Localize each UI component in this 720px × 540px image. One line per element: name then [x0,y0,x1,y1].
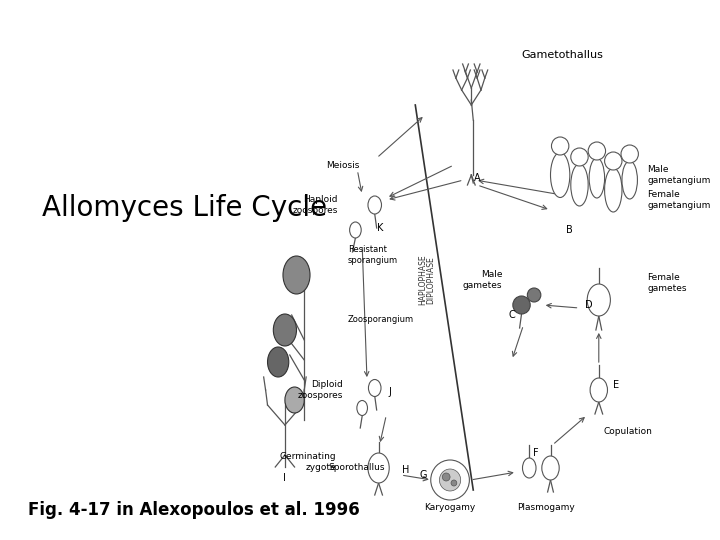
Text: Copulation: Copulation [603,428,652,436]
Ellipse shape [350,222,361,238]
Text: A: A [474,173,480,183]
Circle shape [431,460,469,500]
Text: Germinating
zygote: Germinating zygote [279,453,336,472]
Ellipse shape [622,161,637,199]
Ellipse shape [274,314,297,346]
Ellipse shape [368,453,390,483]
Text: Sporothallus: Sporothallus [328,463,385,472]
Text: Allomyces Life Cycle: Allomyces Life Cycle [42,194,327,222]
Circle shape [621,145,639,163]
Text: Gametothallus: Gametothallus [521,50,603,60]
Ellipse shape [357,401,367,415]
Text: H: H [402,465,410,475]
Text: I: I [284,473,287,483]
Text: C: C [508,310,516,320]
Text: HAPLOPHASE: HAPLOPHASE [418,255,427,305]
Text: Female
gametangium: Female gametangium [647,190,711,210]
Text: Diploid
zoospores: Diploid zoospores [297,380,343,400]
Text: K: K [377,223,384,233]
Text: Karyogamy: Karyogamy [424,503,476,512]
Circle shape [588,142,606,160]
Text: Plasmogamy: Plasmogamy [517,503,575,512]
Text: Resistant
sporangium: Resistant sporangium [348,245,398,265]
Ellipse shape [589,158,605,198]
Text: G: G [419,470,427,480]
Text: D: D [585,300,593,310]
Ellipse shape [605,168,622,212]
Ellipse shape [369,380,381,396]
Text: Meiosis: Meiosis [326,160,359,170]
Circle shape [513,296,530,314]
Ellipse shape [523,458,536,478]
Circle shape [442,473,450,481]
Ellipse shape [588,284,611,316]
Text: Female
gametes: Female gametes [647,273,687,293]
Ellipse shape [542,456,559,480]
Circle shape [552,137,569,155]
Circle shape [527,288,541,302]
Text: B: B [567,225,573,235]
Ellipse shape [283,256,310,294]
Ellipse shape [368,196,382,214]
Circle shape [571,148,588,166]
Text: DIPLOPHASE: DIPLOPHASE [426,256,435,304]
Text: E: E [613,380,619,390]
Text: J: J [389,387,392,397]
Text: F: F [534,448,539,458]
Text: Male
gametangium: Male gametangium [647,165,711,185]
Circle shape [439,469,461,491]
Ellipse shape [268,347,289,377]
Text: Zoosporangium: Zoosporangium [348,315,414,325]
Text: Haploid
zoospores: Haploid zoospores [292,195,338,215]
Text: Male
gametes: Male gametes [463,271,503,289]
Ellipse shape [571,164,588,206]
Ellipse shape [285,387,305,413]
Ellipse shape [590,378,608,402]
Text: Fig. 4-17 in Alexopoulos et al. 1996: Fig. 4-17 in Alexopoulos et al. 1996 [28,501,359,519]
Ellipse shape [551,152,570,198]
Circle shape [451,480,456,486]
Circle shape [605,152,622,170]
